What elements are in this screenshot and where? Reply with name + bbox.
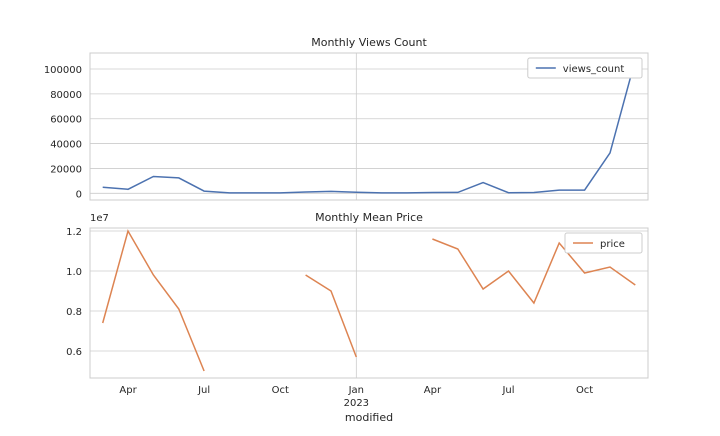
series-line-price [101,229,205,372]
series-line-price [432,238,636,305]
x-tick-label: Apr [424,385,442,396]
panel-mean-price: 0.6 0.8 1.0 1.2 Monthly Mean Price 1e7 price Ap… [66,211,649,409]
x-tick-label: Apr [119,385,137,396]
x-axis-label: modified [345,411,393,424]
series-line-price [305,274,358,358]
x-tick-label: Jul [197,385,210,396]
y-tick-label: 0.8 [66,307,82,318]
axes-frame [89,52,649,201]
legend-label: views_count [563,64,625,75]
series-line-views_count [102,59,637,194]
y-tick-label: 1.0 [66,267,82,278]
y-tick-label: 40000 [50,140,82,151]
chart-title: Monthly Mean Price [315,211,423,224]
legend-label: price [600,239,625,250]
x-tick-label: Oct [272,385,289,396]
y-tick-label: 60000 [50,115,82,126]
panel-views-count: 0 20000 40000 60000 80000 100000 Monthly Views… [44,36,649,201]
y-tick-label: 20000 [50,164,82,175]
y-tick-label: 1.2 [66,227,82,238]
y-offset-label: 1e7 [90,213,109,224]
x-tick-label: Oct [576,385,593,396]
x-year-label: 2023 [344,398,369,409]
x-tick-label: Jul [501,385,514,396]
y-tick-label: 80000 [50,90,82,101]
chart-title: Monthly Views Count [311,36,427,49]
y-tick-label: 0.6 [66,347,82,358]
legend-box [527,57,643,79]
y-tick-label: 0 [76,189,82,200]
legend-box [564,232,643,254]
axes-frame [89,227,649,379]
x-tick-label: Jan [348,385,364,396]
y-tick-label: 100000 [44,65,82,76]
